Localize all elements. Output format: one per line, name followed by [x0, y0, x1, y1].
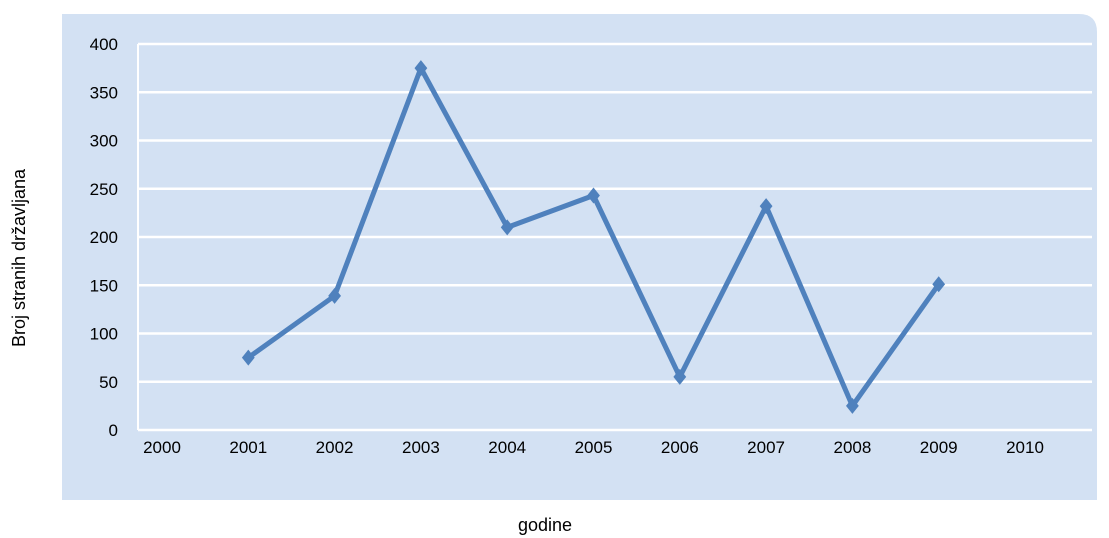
plot-background [62, 14, 1097, 500]
y-tick-label: 100 [90, 325, 118, 344]
y-tick-label: 0 [109, 421, 118, 440]
x-tick-label: 2005 [575, 438, 613, 457]
y-tick-label: 400 [90, 35, 118, 54]
data-point-marker [673, 368, 687, 385]
x-tick-label: 2006 [661, 438, 699, 457]
x-tick-label: 2000 [143, 438, 181, 457]
data-point-marker [587, 187, 600, 204]
x-tick-labels: 2000 2001 2002 2003 2004 2005 2006 2007 2008 2009… [143, 438, 1044, 457]
x-tick-label: 2003 [402, 438, 440, 457]
y-tick-label: 300 [90, 132, 118, 151]
x-tick-label: 2002 [316, 438, 354, 457]
y-tick-label: 50 [99, 373, 118, 392]
x-tick-label: 2001 [229, 438, 267, 457]
y-axis-title: Broj stranih državljana [9, 168, 29, 347]
x-tick-label: 2009 [920, 438, 958, 457]
y-tick-label: 350 [90, 83, 118, 102]
series-group [241, 60, 946, 414]
data-point-marker [759, 198, 773, 215]
x-tick-label: 2008 [833, 438, 871, 457]
data-point-marker [932, 276, 946, 293]
x-tick-label: 2010 [1006, 438, 1044, 457]
y-tick-label: 150 [90, 276, 118, 295]
x-axis-title: godine [518, 515, 572, 535]
data-point-marker [500, 219, 514, 236]
y-tick-label: 200 [90, 228, 118, 247]
data-point-marker [846, 397, 859, 414]
x-tick-label: 2004 [488, 438, 526, 457]
data-point-marker [328, 287, 341, 304]
y-tick-labels: 0 50 100 150 200 250 300 350 400 [90, 35, 118, 440]
data-point-marker [414, 60, 428, 77]
x-tick-label: 2007 [747, 438, 785, 457]
data-point-marker [241, 349, 255, 366]
y-tick-label: 250 [90, 180, 118, 199]
